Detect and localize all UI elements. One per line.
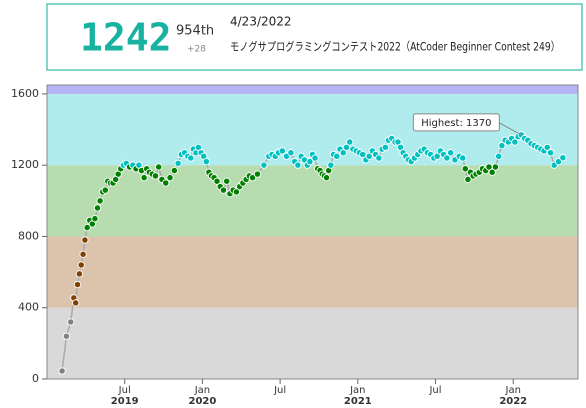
x-tick-year: 2020 [188,396,216,404]
rating-point [375,154,383,162]
rating-point [213,177,221,185]
rating-point [339,149,347,157]
x-tick-label: Jul [428,385,441,396]
rating-point [346,138,354,146]
rating-band [47,307,578,379]
rating-point [62,332,71,340]
y-tick-label: 1600 [11,87,39,100]
status-box [46,3,583,71]
plot-frame [46,84,579,380]
rating-point [81,236,89,244]
rating-point [495,152,503,160]
x-tick-year: 2021 [344,396,372,404]
rating-point [223,177,231,185]
rating-point [77,261,85,269]
rating-point [342,143,351,152]
annotation-leader [499,122,522,136]
x-tick-label: Jul [273,385,286,396]
rating-point [311,154,319,162]
rating-point [294,161,302,169]
rating-point [79,250,87,258]
annotation-text: Highest: 1370 [421,118,491,129]
rating-point [278,147,286,155]
rating-point [73,280,82,289]
rating-point [559,154,567,162]
annotation-box [412,113,500,132]
rating-point [543,143,551,152]
rating-point [162,179,170,187]
x-tick-label: Jan [194,385,210,396]
rating-point [140,174,148,182]
rating-point [260,161,268,169]
rating-band [47,236,578,308]
rating-point [306,157,314,166]
rating-diff: +28 [187,45,206,55]
rating-point [322,174,331,182]
rating-point [359,150,367,159]
rating-point [232,188,241,196]
rating-point [166,174,174,182]
rating-point [443,154,451,162]
y-tick-label: 400 [18,301,39,314]
x-tick-label: Jan [505,385,521,396]
x-tick-label: Jul [118,385,131,396]
rating-point [187,154,195,162]
y-tick-label: 800 [18,229,39,242]
rating-point [253,170,262,178]
highest-annotation: Highest: 1370 [412,113,522,136]
rating-point [91,214,99,223]
rating-point [202,157,210,166]
rating-point [459,154,467,162]
rating-band [47,85,578,94]
rating-point [96,197,104,205]
rating-point [287,149,295,157]
rating-point [461,165,469,173]
rating-point [333,152,341,160]
rating-point [58,367,66,375]
rating-point [446,149,455,157]
rating: 1242 [80,16,172,60]
rating-band [47,165,578,237]
rating-point [464,175,472,184]
rating-point [491,163,500,171]
rating-point [83,223,91,232]
rating-point [546,149,555,157]
rating-point [365,152,373,160]
rating-point [381,143,390,152]
rating-point [511,138,519,146]
rating-point [170,166,179,175]
contest-date: 4/23/2022 [230,15,292,29]
y-tick-label: 0 [32,372,39,385]
x-tick-label: Jan [349,385,365,396]
rating-point [93,204,102,212]
rating-point [67,318,75,326]
rating-point [155,163,163,171]
rating-point [488,168,496,176]
rating-point [151,172,160,180]
rating-point [327,161,335,169]
rating-point [174,159,182,168]
y-tick-label: 1200 [11,158,39,171]
rating-point [498,141,506,150]
rating-point [219,186,228,194]
x-tick-year: 2019 [111,396,139,404]
contest-name: モノグサプログラミングコンテスト2022（AtCoder Beginner Co… [230,40,560,54]
rating-point [75,270,84,278]
x-tick-year: 2022 [499,396,527,404]
rating-point [72,299,80,307]
rating-point [433,152,441,160]
rank: 954th [176,24,214,39]
rating-point [248,174,257,182]
rating-point [101,186,109,194]
